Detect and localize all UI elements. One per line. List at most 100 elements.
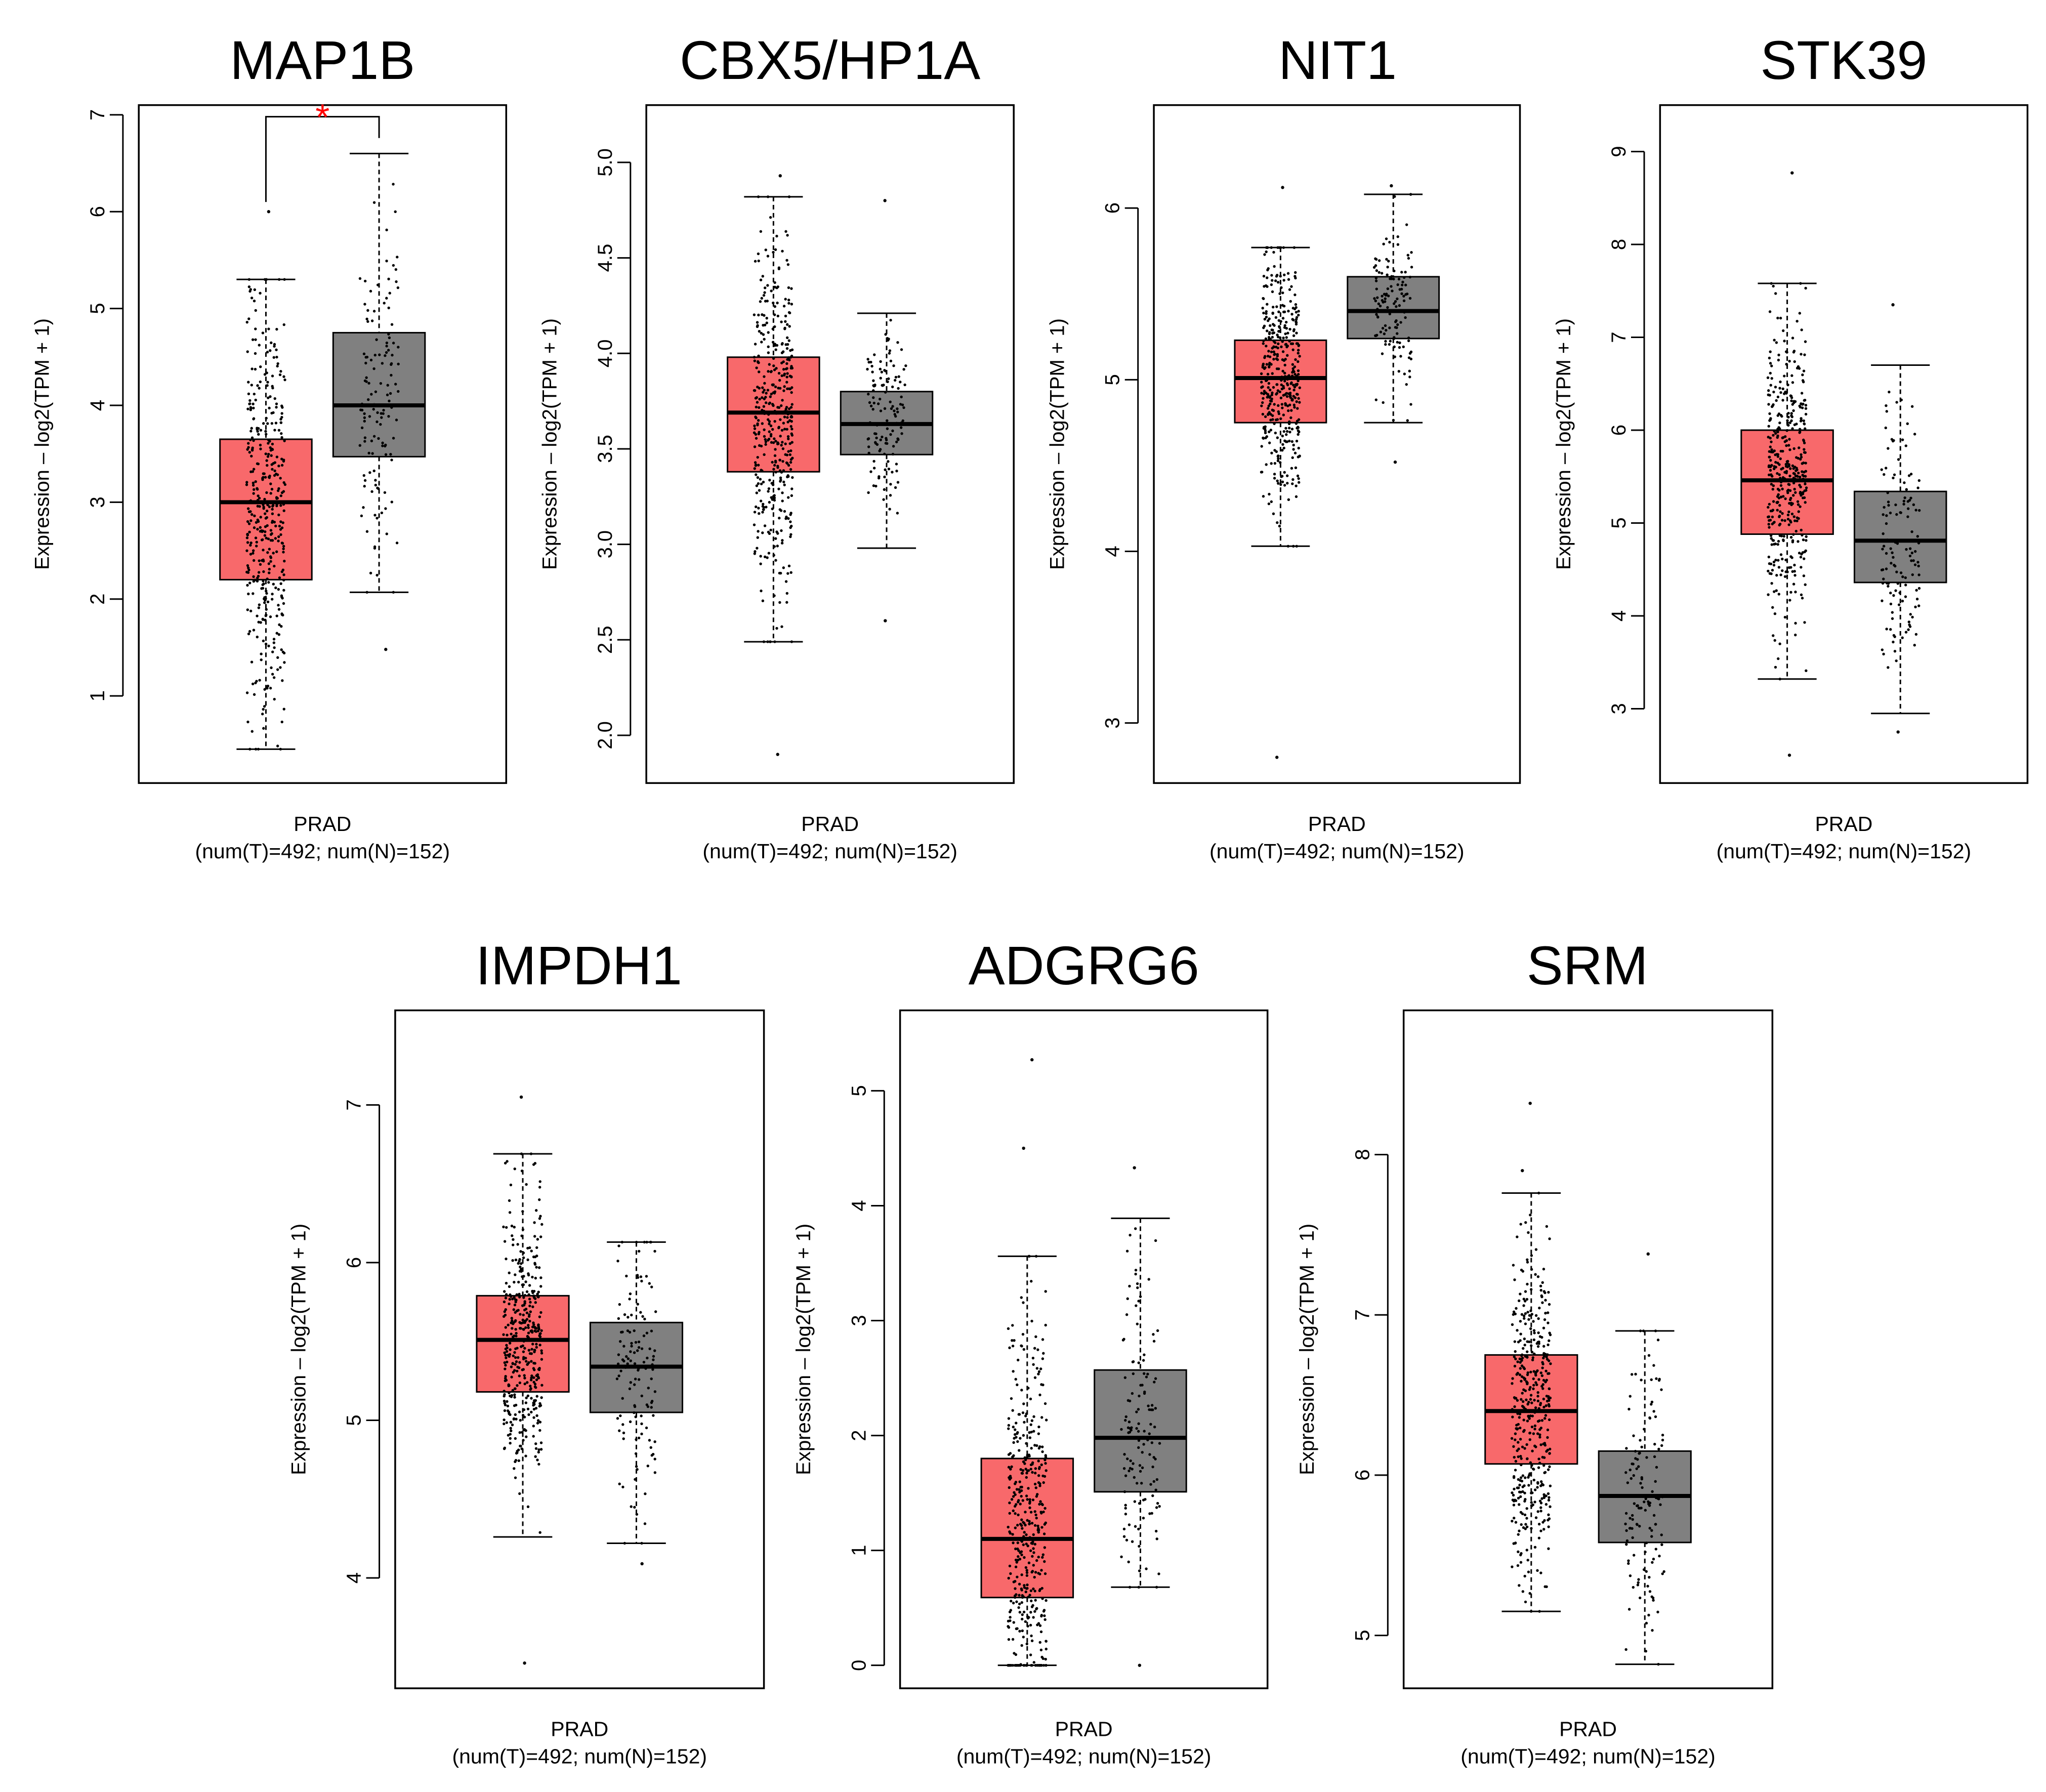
data-point [773, 281, 776, 284]
data-point [781, 249, 784, 253]
data-point [1517, 1533, 1520, 1536]
data-point [1804, 451, 1807, 454]
data-point [264, 476, 267, 479]
data-point [1384, 343, 1387, 346]
data-point [1025, 1412, 1028, 1415]
data-point [1266, 285, 1269, 288]
data-point [247, 568, 250, 571]
data-point [261, 529, 265, 532]
data-point [1653, 1442, 1656, 1446]
data-point [1531, 1503, 1534, 1507]
data-point [1291, 367, 1295, 370]
y-tick-label: 7 [1608, 331, 1630, 343]
y-tick-label: 7 [1351, 1309, 1373, 1320]
data-point [1513, 1516, 1516, 1520]
data-point [1772, 564, 1776, 567]
data-point [1032, 1616, 1035, 1619]
data-point [1020, 1296, 1023, 1299]
data-point [1012, 1541, 1015, 1545]
data-point [1285, 430, 1289, 433]
data-point [535, 1414, 538, 1418]
data-point [518, 1293, 521, 1296]
data-point [507, 1323, 510, 1326]
data-point [1902, 503, 1905, 506]
data-point [1512, 1264, 1515, 1267]
data-point [1885, 567, 1888, 570]
data-point [874, 484, 878, 488]
data-point [1777, 493, 1780, 496]
data-point [1911, 615, 1914, 619]
data-point [1776, 487, 1780, 491]
data-point [1777, 593, 1781, 596]
data-point [1133, 1500, 1137, 1503]
outlier-point [1022, 1146, 1025, 1150]
data-point [1532, 1329, 1536, 1332]
data-point [1015, 1436, 1018, 1439]
data-point [532, 1407, 536, 1411]
outlier-point [384, 648, 388, 651]
data-point [892, 364, 895, 367]
data-point [1132, 1372, 1135, 1376]
data-point [385, 351, 388, 354]
data-point [1392, 302, 1396, 305]
data-point [1768, 562, 1771, 565]
data-point [283, 278, 286, 281]
data-point [774, 461, 777, 464]
data-point [1513, 1498, 1517, 1502]
data-point [782, 368, 785, 371]
data-point [780, 361, 783, 364]
data-point [1377, 271, 1381, 274]
data-point [280, 491, 284, 494]
data-point [762, 480, 765, 484]
data-point [1297, 446, 1300, 450]
data-point [1803, 423, 1806, 426]
data-point [1661, 1438, 1664, 1442]
data-point [1030, 1599, 1033, 1603]
data-point [519, 1265, 522, 1269]
data-point [1126, 1297, 1129, 1300]
data-point [1288, 403, 1291, 406]
data-point [764, 401, 768, 404]
data-point [1270, 500, 1273, 504]
data-point [888, 508, 891, 511]
data-point [1024, 1414, 1027, 1418]
data-point [1033, 1510, 1036, 1513]
data-point [1780, 534, 1783, 537]
data-point [532, 1416, 535, 1419]
jitter-points [245, 210, 287, 751]
outlier-point [883, 199, 887, 202]
data-point [1012, 1580, 1016, 1583]
data-point [760, 297, 764, 300]
data-point [534, 1399, 537, 1402]
data-point [364, 356, 367, 359]
data-point [780, 320, 783, 323]
chart-title: MAP1B [230, 29, 415, 91]
data-point [1537, 1317, 1540, 1320]
data-point [1410, 251, 1413, 254]
data-point [1768, 455, 1771, 459]
data-point [257, 620, 260, 623]
data-point [531, 1305, 534, 1308]
data-point [1267, 350, 1270, 353]
data-point [1384, 324, 1387, 327]
data-point [1027, 1487, 1030, 1490]
data-point [1292, 384, 1295, 387]
data-point [1777, 559, 1780, 562]
data-point [896, 512, 899, 515]
data-point [774, 471, 777, 474]
data-point [1790, 419, 1793, 423]
data-point [1376, 296, 1379, 299]
data-point [1779, 316, 1782, 320]
data-point [510, 1224, 514, 1228]
data-point [645, 1426, 648, 1430]
data-point [1788, 359, 1791, 363]
data-point [514, 1319, 517, 1322]
data-point [1395, 319, 1398, 322]
data-point [1296, 342, 1300, 345]
data-point [1390, 275, 1393, 278]
data-point [887, 467, 891, 471]
data-point [523, 1308, 526, 1312]
data-point [1624, 1512, 1628, 1515]
data-point [789, 366, 792, 370]
data-point [1774, 432, 1777, 435]
